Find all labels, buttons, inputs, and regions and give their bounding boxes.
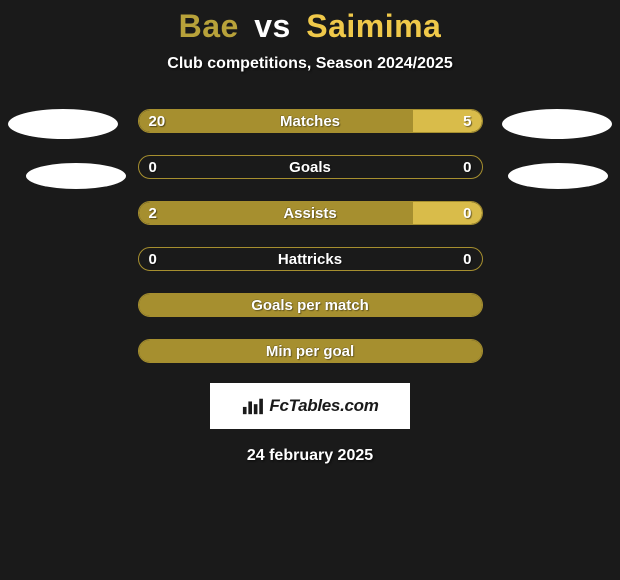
stat-bar: 20Assists [138, 201, 483, 225]
page-title: Bae vs Saimima [0, 8, 620, 45]
bar-label: Matches [139, 110, 482, 132]
bar-label: Min per goal [139, 340, 482, 362]
bars-chart-icon [241, 396, 263, 416]
stat-bar: Min per goal [138, 339, 483, 363]
stats-area: 205Matches 00Goals 20Assists 00Hattricks Goa… [0, 109, 620, 363]
date-label: 24 february 2025 [0, 447, 620, 465]
subtitle: Club competitions, Season 2024/2025 [0, 55, 620, 73]
player2-name: Saimima [306, 8, 441, 44]
avatar-col-right [502, 109, 612, 189]
stat-bar: 00Goals [138, 155, 483, 179]
fctables-badge: FcTables.com [210, 383, 410, 429]
avatar [508, 163, 608, 189]
stat-bar: 205Matches [138, 109, 483, 133]
vs-label: vs [254, 8, 291, 44]
stat-bar: 00Hattricks [138, 247, 483, 271]
avatar [8, 109, 118, 139]
badge-text: FcTables.com [269, 396, 378, 416]
comparison-panel: Bae vs Saimima Club competitions, Season… [0, 0, 620, 465]
bars-column: 205Matches 00Goals 20Assists 00Hattricks Goa… [138, 109, 483, 363]
bar-label: Goals per match [139, 294, 482, 316]
bar-label: Assists [139, 202, 482, 224]
bar-label: Hattricks [139, 248, 482, 270]
avatar [26, 163, 126, 189]
player1-name: Bae [179, 8, 239, 44]
avatar-col-left [8, 109, 118, 189]
stat-bar: Goals per match [138, 293, 483, 317]
bar-label: Goals [139, 156, 482, 178]
avatar [502, 109, 612, 139]
